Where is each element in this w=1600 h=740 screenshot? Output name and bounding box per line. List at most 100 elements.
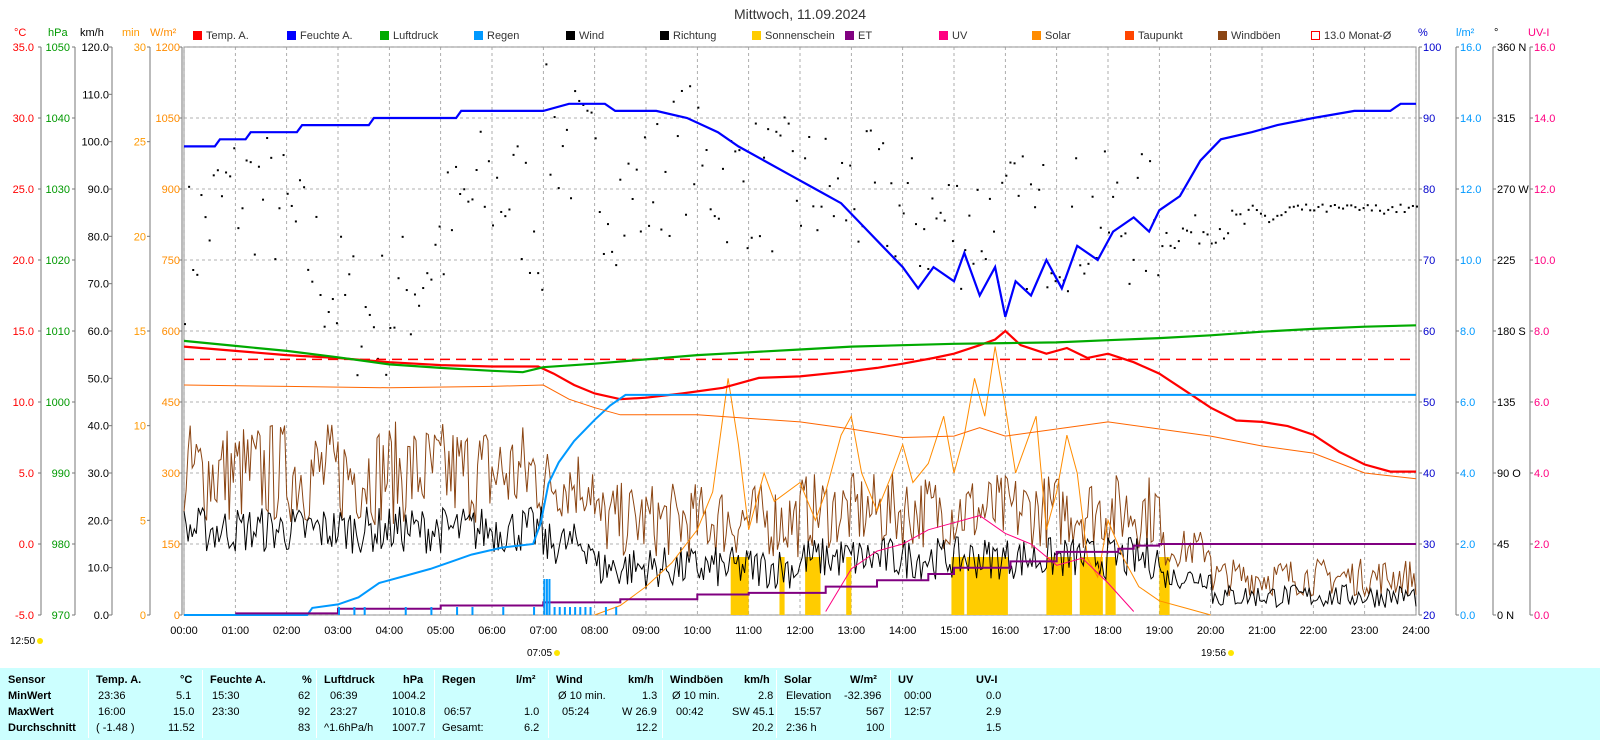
direction-dot <box>434 243 437 246</box>
direction-dot <box>422 287 425 290</box>
tick-label-temp: 35.0 <box>13 42 34 54</box>
direction-dot <box>278 207 281 210</box>
direction-dot <box>680 89 683 92</box>
tick-label-pressure: 1020 <box>46 255 70 267</box>
direction-dot <box>935 217 938 220</box>
x-tick-label: 20:00 <box>1197 625 1225 637</box>
direction-dot <box>956 184 959 187</box>
direction-dot <box>993 230 996 233</box>
press-max-time: 23:27 <box>330 706 358 718</box>
direction-dot <box>775 130 778 133</box>
direction-dot <box>479 130 482 133</box>
direction-dot <box>1350 204 1353 207</box>
x-tick-label: 00:00 <box>170 625 198 637</box>
legend-label: Sonnenschein <box>765 30 835 42</box>
direction-dot <box>455 165 458 168</box>
direction-dot <box>557 187 560 190</box>
gust-unit: km/h <box>744 674 770 686</box>
direction-dot <box>508 208 511 211</box>
legend-label: Feuchte A. <box>300 30 353 42</box>
axis-header-pressure: hPa <box>48 27 68 39</box>
tick-label-temp: 15.0 <box>13 326 34 338</box>
direction-dot <box>1071 205 1074 208</box>
rain-rate-bar <box>615 607 618 615</box>
direction-dot <box>364 306 367 309</box>
legend-swatch <box>287 31 296 40</box>
direction-dot <box>450 229 453 232</box>
series-taupunkt <box>183 384 1417 480</box>
tick-label-pressure: 1050 <box>46 42 70 54</box>
direction-dot <box>931 197 934 200</box>
tick-label-uv: 10.0 <box>1534 255 1555 267</box>
legend-label: 13.0 Monat-Ø <box>1324 30 1392 42</box>
rain-rate-bar <box>545 579 548 615</box>
legend-item: Taupunkt <box>1125 30 1183 42</box>
direction-dot <box>1231 209 1234 212</box>
direction-dot <box>960 287 963 290</box>
direction-dot <box>1333 203 1336 206</box>
direction-dot <box>598 211 601 214</box>
direction-dot <box>820 205 823 208</box>
direction-dot <box>1309 209 1312 212</box>
hum-min-time: 15:30 <box>212 690 240 702</box>
direction-dot <box>951 240 954 243</box>
direction-dot <box>734 150 737 153</box>
rain-header: Regen <box>442 674 476 686</box>
legend-item: Richtung <box>660 30 716 42</box>
direction-dot <box>919 264 922 267</box>
tick-label-temp: 25.0 <box>13 184 34 196</box>
direction-dot <box>878 148 881 151</box>
direction-dot <box>294 220 297 223</box>
x-tick-label: 05:00 <box>427 625 455 637</box>
direction-dot <box>298 179 301 182</box>
direction-dot <box>849 164 852 167</box>
direction-dot <box>594 137 597 140</box>
direction-dot <box>635 168 638 171</box>
direction-dot <box>204 216 207 219</box>
rain-rate-bar <box>353 607 356 615</box>
sunshine-bar <box>805 557 821 615</box>
direction-dot <box>939 211 942 214</box>
tick-label-sunshine: 15 <box>134 326 146 338</box>
uv-max: 2.9 <box>986 706 1002 718</box>
direction-dot <box>857 240 860 243</box>
direction-dot <box>783 116 786 119</box>
direction-dot <box>1321 203 1324 206</box>
direction-dot <box>664 170 667 173</box>
direction-dot <box>1025 287 1028 290</box>
x-tick-label: 11:00 <box>735 625 762 637</box>
tick-label-pressure: 1030 <box>46 184 70 196</box>
tick-label-humidity: 40 <box>1423 468 1435 480</box>
temp-header: Temp. A. <box>96 674 142 686</box>
tick-label-wind: 30.0 <box>88 468 109 480</box>
tick-label-solar: 1050 <box>156 113 180 125</box>
direction-dot <box>836 177 839 180</box>
x-tick-label: 02:00 <box>273 625 301 637</box>
gust-max: SW 45.1 <box>732 706 775 718</box>
direction-dot <box>1411 204 1414 207</box>
direction-dot <box>409 333 412 336</box>
direction-dot <box>705 149 708 152</box>
sun-icon <box>37 638 44 644</box>
direction-dot <box>754 122 757 125</box>
direction-dot <box>192 269 195 272</box>
direction-dot <box>906 182 909 185</box>
direction-dot <box>1075 157 1078 160</box>
direction-dot <box>1313 209 1316 212</box>
row-label-max: MaxWert <box>8 706 54 718</box>
direction-dot <box>689 85 692 88</box>
direction-dot <box>898 204 901 207</box>
direction-dot <box>631 197 634 200</box>
legend-item: UV <box>939 30 967 42</box>
tick-label-uv: 4.0 <box>1534 468 1549 480</box>
direction-dot <box>1358 208 1361 211</box>
legend-item: Regen <box>474 30 519 42</box>
direction-dot <box>270 156 273 159</box>
direction-dot <box>274 258 277 261</box>
press-max: 1010.8 <box>392 706 426 718</box>
direction-dot <box>923 228 926 231</box>
direction-dot <box>968 214 971 217</box>
rain-rate-bar <box>502 607 505 615</box>
direction-dot <box>808 135 811 138</box>
direction-dot <box>1288 206 1291 209</box>
